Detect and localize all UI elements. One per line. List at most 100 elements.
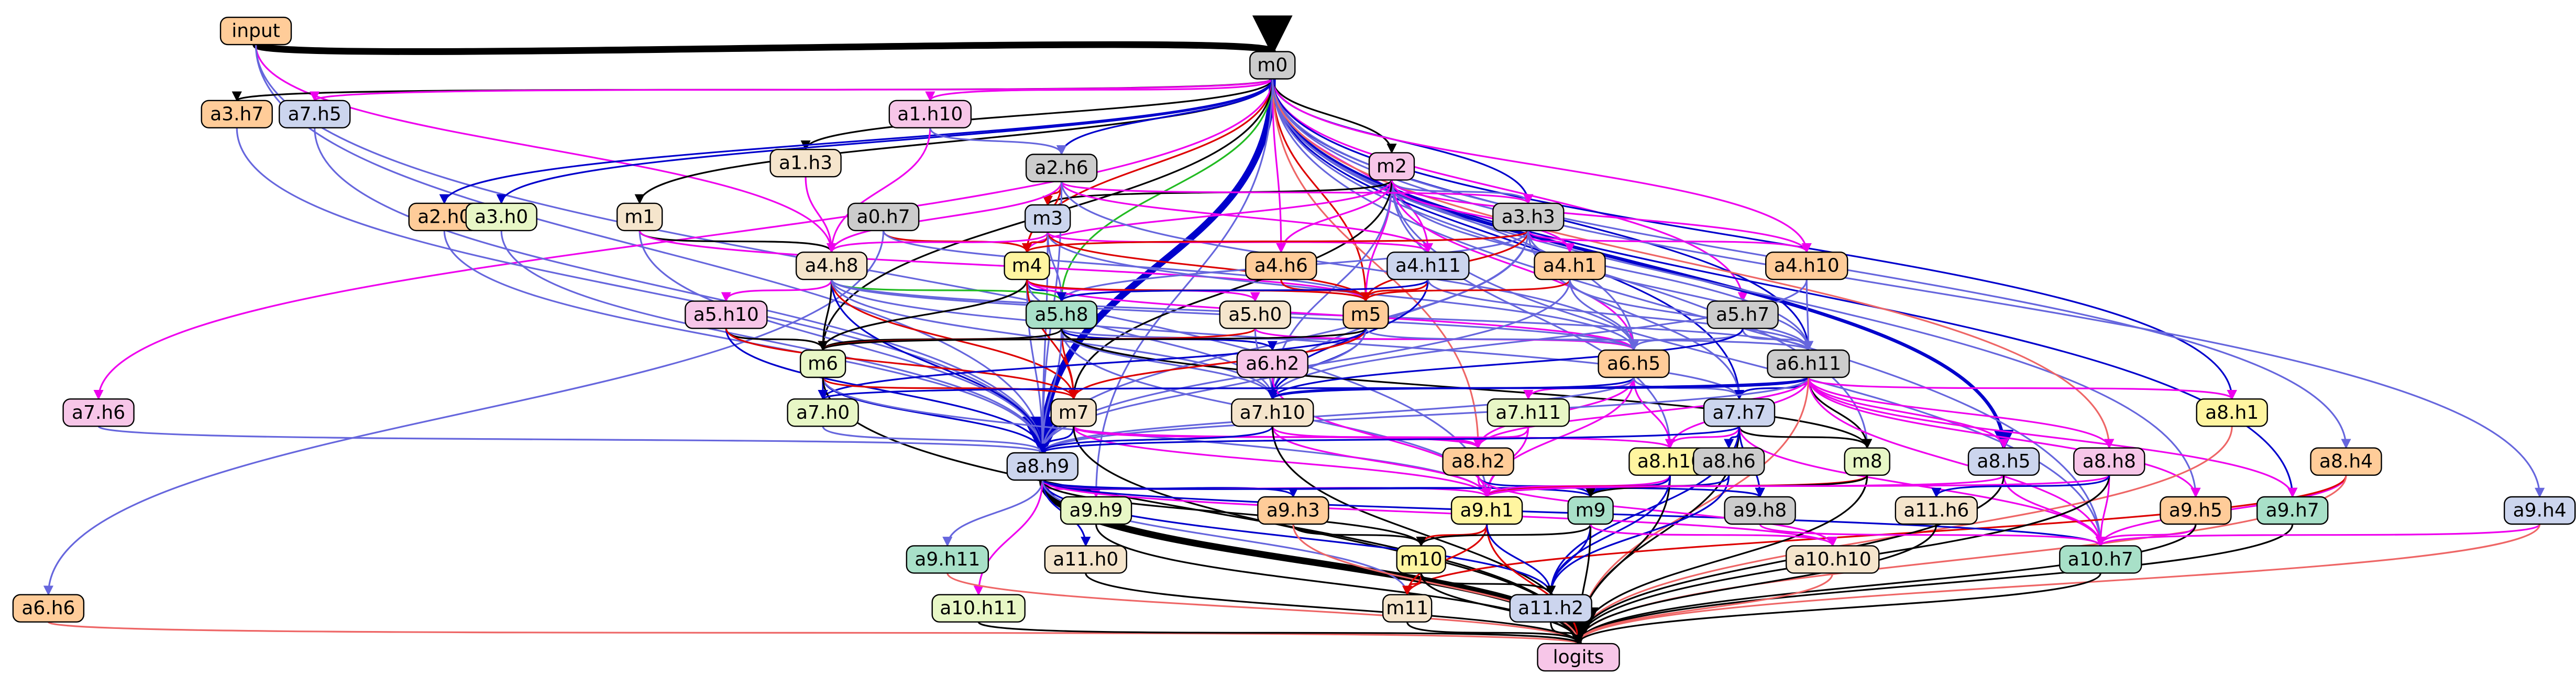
node-box <box>1396 545 1446 574</box>
node-label: a9.h3 <box>1267 500 1320 521</box>
edge-m0-to-a7.h7 <box>1271 79 1745 400</box>
node-box <box>201 100 273 129</box>
node-a5.h0: a5.h0 <box>1219 300 1292 329</box>
edge-m9-to-a10.h10 <box>1590 524 1838 547</box>
node-label: m11 <box>1386 597 1428 619</box>
edge-a2.h6-to-a3.h3 <box>1061 181 1534 204</box>
edge-m2-to-a3.h3 <box>1391 179 1534 204</box>
edge-a3.h3-to-a4.h10 <box>1527 230 1812 254</box>
node-box <box>1785 545 1880 574</box>
node-label: a10.h10 <box>1794 549 1872 570</box>
node-box <box>795 252 868 280</box>
edge-input-to-a9.h1 <box>255 45 1492 498</box>
node-m0: m0 <box>1249 51 1296 80</box>
edge-m1-to-a8.h9 <box>639 230 1048 454</box>
node-box <box>2059 545 2142 574</box>
node-m2: m2 <box>1368 152 1415 181</box>
node-box <box>1537 643 1620 672</box>
node-m10: m10 <box>1396 545 1446 574</box>
node-label: a8.h1 <box>2205 402 2259 423</box>
edge-a8.h8-to-a11.h6 <box>1931 475 2110 498</box>
edge-a10.h10-to-logits <box>1573 573 1834 645</box>
edge-a7.h11-to-a8.h2 <box>1473 426 1529 449</box>
edge-m0-to-a5.h7 <box>1271 79 1748 302</box>
node-box <box>2073 447 2145 476</box>
node-box <box>2256 496 2329 525</box>
edge-a6.h5-to-a8.h9 <box>1037 377 1635 454</box>
edge-a9.h3-to-m10 <box>1292 524 1426 547</box>
edge-m11-to-logits <box>1406 622 1583 645</box>
node-box <box>888 100 972 129</box>
node-box <box>1249 51 1296 80</box>
node-label: a6.h11 <box>1776 353 1841 375</box>
edge-a5.h10-to-a8.h9 <box>725 328 1048 454</box>
node-box <box>1703 398 1776 427</box>
edge-m2-to-a6.h5 <box>1391 180 1639 351</box>
node-a11.h2: a11.h2 <box>1509 594 1592 623</box>
node-a3.h7: a3.h7 <box>201 100 273 129</box>
edge-a8.h9-to-m10 <box>1041 480 1426 547</box>
node-box <box>1219 300 1292 329</box>
node-a2.h0: a2.h0 <box>408 202 480 232</box>
node-label: a8.h10 <box>1637 451 1703 472</box>
node-label: m9 <box>1576 500 1606 521</box>
node-box <box>1692 447 1765 476</box>
edge-a7.h10-to-a8.h9 <box>1037 426 1273 454</box>
edge-input-to-m0 <box>252 14 1291 56</box>
node-box <box>1368 152 1415 181</box>
node-box <box>1382 594 1433 623</box>
node-box <box>1534 252 1606 280</box>
node-box <box>2504 496 2576 525</box>
edge-a7.h6-to-a8.h9 <box>97 425 1048 454</box>
edge-a6.h11-to-a10.h7 <box>1807 377 2106 547</box>
node-label: a11.h6 <box>1903 500 1969 521</box>
node-box <box>1245 252 1317 280</box>
node-m9: m9 <box>1567 496 1614 525</box>
edge-m6-to-m7 <box>822 377 1079 400</box>
node-label: a10.h7 <box>2068 549 2133 570</box>
node-label: m1 <box>624 206 655 227</box>
node-m11: m11 <box>1382 594 1433 623</box>
node-box <box>1060 496 1132 525</box>
edge-a7.h7-to-a8.h10 <box>1665 426 1741 449</box>
node-label: a2.h0 <box>417 206 471 227</box>
node-a8.h2: a8.h2 <box>1442 447 1514 476</box>
node-box <box>847 202 920 232</box>
node-label: a1.h3 <box>779 153 832 174</box>
edge-a6.h6-to-logits <box>47 621 1583 645</box>
edge-a9.h8-to-a10.h7 <box>1759 524 2106 547</box>
edge-m3-to-a4.h8 <box>827 232 1049 254</box>
edge-input-to-a4.h8 <box>255 45 837 254</box>
node-a6.h11: a6.h11 <box>1767 349 1850 378</box>
edge-a5.h7-to-a7.h10 <box>1267 328 1744 400</box>
node-label: a11.h2 <box>1518 597 1583 619</box>
node-a8.h6: a8.h6 <box>1692 447 1765 476</box>
edge-m0-to-a8.h8 <box>1271 79 2115 449</box>
node-a0.h7: a0.h7 <box>847 202 920 232</box>
node-box <box>685 300 768 329</box>
node-label: input <box>232 20 280 42</box>
edge-m9-to-logits <box>1573 524 1592 645</box>
node-box <box>1004 252 1050 280</box>
node-label: a8.h4 <box>2319 451 2373 472</box>
node-box <box>1342 300 1389 329</box>
edge-a1.h10-to-a4.h8 <box>827 127 931 254</box>
edge-a6.h5-to-a8.h10 <box>1633 377 1675 449</box>
edge-m0-to-a9.h7 <box>1271 79 2298 498</box>
edge-a5.h7-to-a6.h11 <box>1742 328 1814 351</box>
node-label: logits <box>1553 647 1604 668</box>
node-a3.h0: a3.h0 <box>465 202 537 232</box>
node-box <box>1487 398 1570 427</box>
edge-a8.h5-to-a10.h7 <box>2002 475 2106 547</box>
node-a8.h9: a8.h9 <box>1006 452 1079 481</box>
edge-m10-to-logits <box>1420 573 1584 645</box>
node-label: a9.h8 <box>1733 500 1787 521</box>
edge-m0-to-a2.h6 <box>1056 79 1273 156</box>
node-box <box>1767 349 1850 378</box>
edge-m0-to-a1.h3 <box>800 79 1273 151</box>
node-box <box>1025 300 1098 329</box>
edge-m0-to-a8.h2 <box>1271 79 1483 449</box>
edge-m0-to-a7.h5 <box>310 78 1273 102</box>
edge-m5-to-a8.h9 <box>1037 328 1367 454</box>
node-label: a5.h8 <box>1035 304 1088 325</box>
